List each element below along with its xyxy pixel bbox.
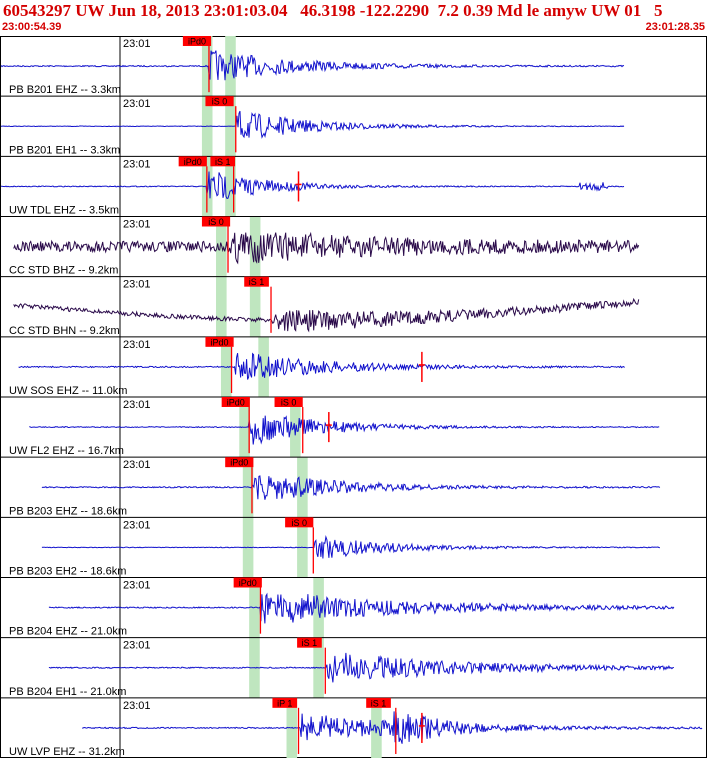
pick-label: iPd0 (211, 337, 229, 347)
pick-window (290, 397, 301, 458)
waveform-trace (48, 592, 675, 624)
minute-label: 23:01 (123, 459, 151, 471)
pick-label: iPd0 (239, 578, 257, 588)
waveform-trace (41, 475, 661, 500)
minute-label: 23:01 (123, 399, 151, 411)
pick-window (258, 336, 269, 397)
pick-label-box (205, 336, 234, 347)
pick-label: iS 1 (215, 157, 231, 167)
event-title: 60543297 UW Jun 18, 2013 23:01:03.04 46.… (3, 1, 663, 20)
station-label: UW TDL EHZ -- 3.5km (9, 205, 119, 217)
minute-label: 23:01 (123, 279, 151, 291)
waveform-trace (0, 171, 625, 200)
waveform-trace (0, 110, 625, 139)
pick-label: iS 0 (208, 217, 224, 227)
minute-label: 23:01 (123, 700, 151, 712)
pick-label: iS 1 (302, 638, 318, 648)
minute-label: 23:01 (123, 339, 151, 351)
pick-label-box (233, 577, 262, 588)
minute-label: 23:01 (123, 519, 151, 531)
waveform-trace (41, 535, 660, 559)
pick-label-box (221, 397, 250, 407)
pick-window (216, 216, 227, 277)
waveform-trace (13, 297, 640, 333)
waveform-trace (0, 50, 625, 81)
pick-label-box (274, 397, 303, 407)
minute-label: 23:01 (123, 158, 151, 170)
time-start: 23:00:54.39 (2, 21, 62, 33)
station-label: UW SOS EHZ -- 11.0km (9, 385, 127, 397)
pick-window (297, 457, 308, 518)
station-label: CC STD BHZ -- 9.2km (9, 265, 118, 277)
pick-label: iPd0 (230, 458, 248, 468)
pick-label-box (244, 276, 269, 287)
minute-label: 23:01 (123, 98, 151, 110)
pick-window (216, 276, 227, 337)
pick-label: iS 0 (291, 518, 307, 528)
pick-label-box (366, 697, 391, 708)
minute-label: 23:01 (123, 38, 151, 50)
pick-window (249, 276, 261, 337)
pick-label-box (297, 637, 322, 648)
pick-label-box (205, 96, 234, 107)
pick-label: iS 0 (212, 97, 228, 107)
station-label: UW LVP EHZ -- 31.2km (9, 746, 125, 758)
station-label: PB B201 EH1 -- 3.3km (9, 144, 120, 156)
time-end: 23:01:28.35 (645, 21, 705, 33)
pick-label: iS 1 (371, 698, 387, 708)
station-label: PB B203 EH2 -- 18.6km (9, 566, 126, 578)
waveform-trace (18, 352, 625, 380)
pick-label-box (182, 36, 212, 46)
pick-label-box (272, 697, 298, 708)
pick-label: iPd0 (227, 398, 245, 408)
station-label: PB B204 EH1 -- 21.0km (9, 686, 126, 698)
pick-label-box (201, 216, 231, 227)
pick-label: iPd0 (184, 157, 202, 167)
pick-label: iS 0 (281, 398, 297, 408)
waveform-trace (13, 231, 640, 265)
station-label: PB B201 EHZ -- 3.3km (9, 84, 121, 96)
pick-label-box (285, 517, 314, 528)
minute-label: 23:01 (123, 580, 151, 592)
station-label: UW FL2 EHZ -- 16.7km (9, 445, 124, 457)
station-label: CC STD BHN -- 9.2km (9, 325, 120, 337)
pick-label-box (210, 156, 236, 167)
station-label: PB B204 EHZ -- 21.0km (9, 626, 127, 638)
pick-label: iP 1 (277, 698, 292, 708)
waveform-trace (82, 711, 703, 744)
pick-window (225, 36, 236, 97)
pick-label-box (178, 156, 207, 167)
minute-label: 23:01 (123, 640, 151, 652)
pick-label: iS 1 (249, 277, 265, 287)
pick-window (225, 156, 236, 217)
waveform-trace (48, 652, 674, 683)
pick-label: iPd0 (188, 37, 206, 47)
minute-label: 23:01 (123, 219, 151, 231)
header: 60543297 UW Jun 18, 2013 23:01:03.04 46.… (0, 0, 707, 36)
waveform-trace (29, 415, 660, 445)
station-label: PB B203 EHZ -- 18.6km (9, 505, 127, 517)
pick-label-box (225, 457, 254, 468)
